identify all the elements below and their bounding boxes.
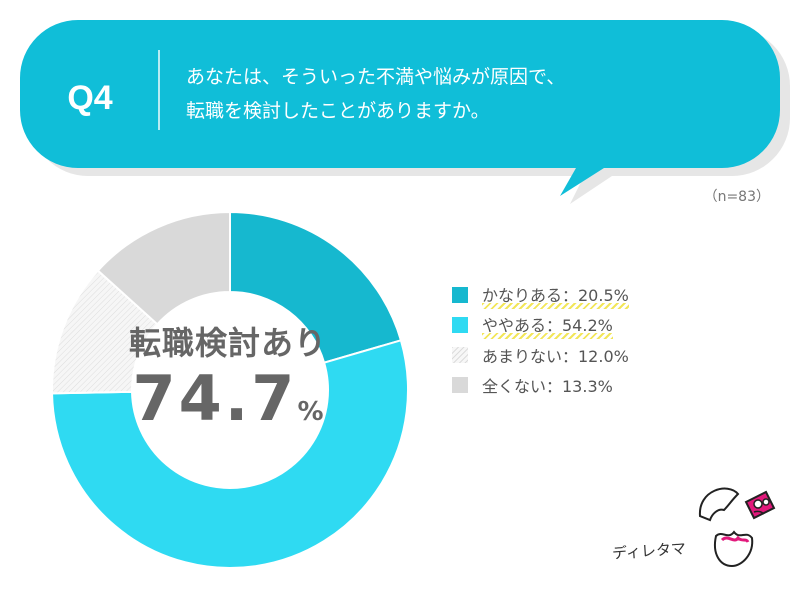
legend-label-kanari: かなりある：20.5% bbox=[482, 281, 629, 309]
center-label: 転職検討あり bbox=[128, 324, 327, 362]
question-text-line2: 転職を検討したことがありますか。 bbox=[186, 100, 490, 122]
question-text-line1: あなたは、そういった不満や悩みが原因で、 bbox=[186, 66, 566, 88]
legend-swatch-mattaku bbox=[452, 377, 468, 393]
sample-size: （n=83） bbox=[703, 189, 770, 205]
center-value: 74.7% bbox=[108, 362, 348, 435]
center-value-unit: % bbox=[297, 397, 324, 427]
legend-item-yaya: ややある：54.2% bbox=[452, 310, 629, 340]
legend-label-yaya: ややある：54.2% bbox=[482, 311, 613, 339]
legend-item-amari: あまりない：12.0% bbox=[452, 340, 629, 370]
slice-kanari bbox=[229, 210, 403, 364]
logo-text: ディレタマ bbox=[611, 539, 687, 563]
question-text: あなたは、そういった不満や悩みが原因で、 転職を検討したことがありますか。 bbox=[186, 60, 746, 128]
question-bubble-body bbox=[20, 20, 780, 196]
legend-swatch-amari bbox=[452, 347, 468, 363]
question-bubble bbox=[20, 20, 790, 204]
slice-yaya bbox=[51, 339, 409, 569]
legend-swatch-kanari bbox=[452, 287, 468, 303]
chart-legend: かなりある：20.5% ややある：54.2% あまりない：12.0% 全くない：… bbox=[452, 280, 629, 400]
donut-chart bbox=[51, 210, 409, 569]
legend-item-kanari: かなりある：20.5% bbox=[452, 280, 629, 310]
legend-swatch-yaya bbox=[452, 317, 468, 333]
legend-item-mattaku: 全くない：13.3% bbox=[452, 370, 629, 400]
legend-label-amari: あまりない：12.0% bbox=[482, 347, 629, 366]
legend-label-mattaku: 全くない：13.3% bbox=[482, 377, 613, 396]
question-number: Q4 bbox=[67, 79, 113, 117]
center-value-number: 74.7 bbox=[132, 362, 298, 435]
egg-mascot-icon bbox=[698, 487, 776, 568]
question-divider bbox=[158, 50, 160, 130]
slice-mattaku bbox=[96, 210, 231, 326]
